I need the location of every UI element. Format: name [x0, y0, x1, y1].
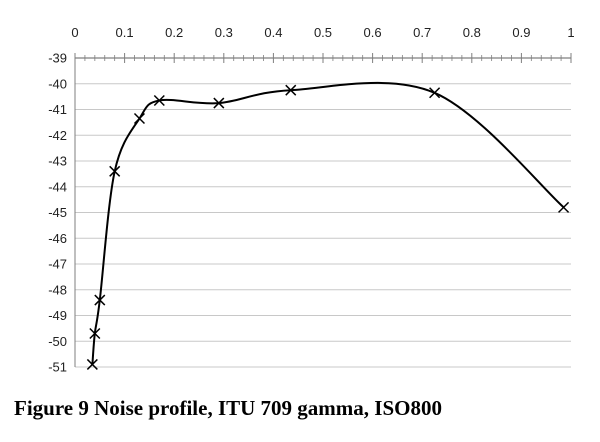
data-point-marker [133, 112, 146, 125]
data-point-marker [94, 294, 106, 306]
data-point-marker [558, 201, 570, 213]
x-tick-label: 0.2 [165, 25, 183, 40]
data-point-marker [429, 87, 441, 99]
data-point-marker [109, 165, 121, 177]
x-tick-label: 0.5 [314, 25, 332, 40]
y-tick-label: -48 [48, 282, 67, 297]
y-tick-label: -44 [48, 179, 67, 194]
x-tick-label: 0.4 [264, 25, 282, 40]
x-tick-label: 1 [567, 25, 574, 40]
data-point-marker [153, 94, 165, 107]
y-tick-label: -46 [48, 231, 67, 246]
y-tick-label: -47 [48, 257, 67, 272]
data-point-marker [86, 358, 98, 370]
y-tick-label: -39 [48, 51, 67, 66]
x-tick-label: 0.6 [364, 25, 382, 40]
data-point-marker [89, 327, 101, 340]
figure-caption: Figure 9 Noise profile, ITU 709 gamma, I… [14, 396, 442, 420]
y-tick-label: -51 [48, 360, 67, 375]
data-point-marker [285, 84, 297, 96]
series-line [91, 81, 565, 365]
y-tick-label: -45 [48, 205, 67, 220]
y-tick-label: -41 [48, 102, 67, 117]
y-tick-label: -42 [48, 128, 67, 143]
x-tick-label: 0.9 [512, 25, 530, 40]
y-tick-label: -49 [48, 308, 67, 323]
noise-profile-chart: -39 -40 -41 -42 -43 -44 -45 -46 -47 -48 -49 -50 -51 0… [48, 25, 574, 375]
y-tick-label: -43 [48, 154, 67, 169]
data-point-marker [213, 97, 225, 109]
y-tick-label: -40 [48, 76, 67, 91]
x-tick-label: 0.1 [116, 25, 134, 40]
x-tick-label: 0.3 [215, 25, 233, 40]
x-tick-label: 0.8 [463, 25, 481, 40]
x-tick-label: 0.7 [413, 25, 431, 40]
x-tick-label: 0 [71, 25, 78, 40]
y-tick-label: -50 [48, 334, 67, 349]
